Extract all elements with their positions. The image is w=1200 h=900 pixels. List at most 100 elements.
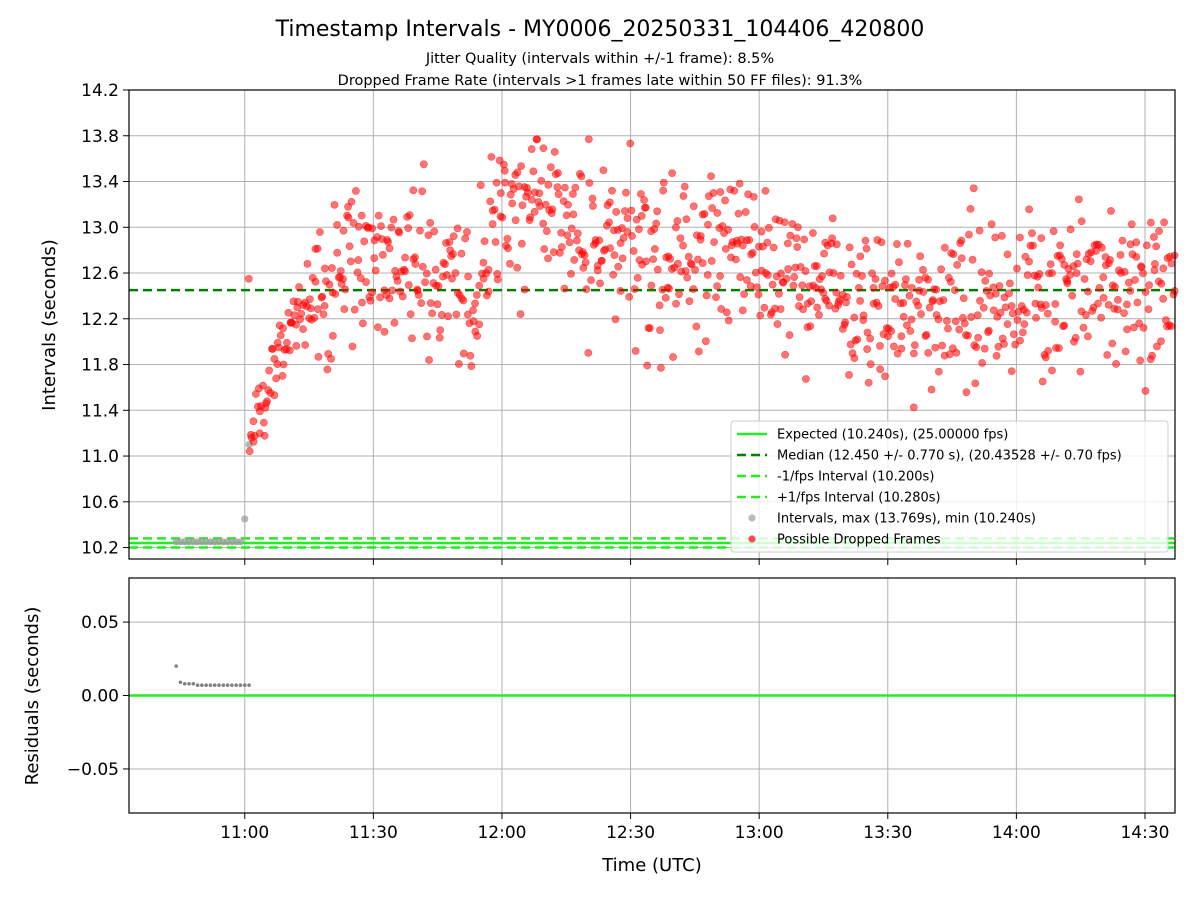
dropped-frame-point-570 <box>832 288 841 297</box>
dropped-frame-point-788 <box>1056 241 1065 250</box>
dropped-frame-point-333 <box>588 194 597 203</box>
x-tick-label-5: 13:30 <box>863 823 912 843</box>
dropped-frame-point-193 <box>444 312 452 321</box>
dropped-frame-point-319 <box>573 229 582 238</box>
dropped-frame-point-702 <box>968 255 977 264</box>
dropped-frame-point-94 <box>341 285 350 294</box>
dropped-frame-point-74 <box>320 264 329 273</box>
dropped-frame-point-439 <box>696 235 705 244</box>
dropped-frame-point-644 <box>908 284 916 292</box>
dropped-frame-point-638 <box>901 275 910 284</box>
dropped-frame-point-125 <box>373 323 382 332</box>
legend-label-0: Expected (10.240s), (25.00000 fps) <box>777 428 1008 443</box>
dropped-frame-point-297 <box>550 147 559 156</box>
dropped-frame-point-103 <box>350 305 359 314</box>
dropped-frame-point-646 <box>909 403 918 412</box>
dropped-frame-point-871 <box>1141 288 1150 296</box>
dropped-frame-point-558 <box>820 249 829 258</box>
dropped-frame-point-349 <box>605 218 613 227</box>
dropped-frame-point-174 <box>424 231 433 240</box>
dropped-frame-point-706 <box>972 343 981 352</box>
dropped-frame-point-837 <box>1107 207 1115 215</box>
dropped-frame-point-449 <box>707 257 716 265</box>
dropped-frame-point-223 <box>475 281 484 290</box>
dropped-frame-point-455 <box>713 209 722 217</box>
dropped-frame-point-567 <box>828 214 837 223</box>
dropped-frame-point-217 <box>469 306 477 315</box>
dropped-frame-point-812 <box>1082 311 1090 319</box>
legend-label-4: Intervals, max (13.769s), min (10.240s) <box>777 512 1036 527</box>
dropped-frame-point-326 <box>580 251 589 260</box>
dropped-frame-point-280 <box>533 135 542 144</box>
dropped-frame-point-811 <box>1080 275 1089 283</box>
dropped-frame-point-355 <box>610 251 619 260</box>
interval-point-16 <box>241 515 249 523</box>
dropped-frame-point-774 <box>1041 353 1050 362</box>
dropped-frame-point-700 <box>966 204 975 213</box>
dropped-frame-point-312 <box>567 269 575 278</box>
dropped-frame-point-539 <box>800 235 809 244</box>
dropped-frame-point-290 <box>544 254 552 263</box>
dropped-frame-point-887 <box>1159 294 1168 303</box>
dropped-frame-point-368 <box>623 214 632 223</box>
dropped-frame-point-137 <box>385 294 394 303</box>
dropped-frame-point-362 <box>617 224 626 232</box>
dropped-frame-point-524 <box>784 265 793 273</box>
dropped-frame-point-121 <box>370 254 379 263</box>
dropped-frame-point-304 <box>557 243 566 251</box>
dropped-frame-point-20 <box>265 366 274 375</box>
dropped-frame-point-595 <box>858 272 866 280</box>
dropped-frame-point-517 <box>777 269 785 278</box>
dropped-frame-point-605 <box>868 269 876 278</box>
dropped-frame-point-359 <box>614 262 623 271</box>
dropped-frame-point-741 <box>1007 302 1016 310</box>
dropped-frame-point-83 <box>330 200 339 209</box>
top-y-tick-label-5: 12.2 <box>81 310 119 330</box>
top-y-axis-label: Intervals (seconds) <box>39 239 60 411</box>
dropped-frame-point-587 <box>850 313 859 322</box>
dropped-frame-point-814 <box>1084 287 1092 296</box>
dropped-frame-point-242 <box>493 275 502 284</box>
dropped-frame-point-23 <box>268 344 277 353</box>
dropped-frame-point-764 <box>1032 313 1040 322</box>
dropped-frame-point-698 <box>964 331 972 340</box>
dropped-frame-point-421 <box>679 241 687 250</box>
dropped-frame-point-799 <box>1068 291 1077 300</box>
dropped-frame-point-606 <box>869 283 878 292</box>
dropped-frame-point-503 <box>763 238 772 247</box>
dropped-frame-point-443 <box>701 337 710 346</box>
dropped-frame-point-285 <box>539 219 548 228</box>
dropped-frame-point-108 <box>356 274 365 283</box>
dropped-frame-point-514 <box>774 289 783 298</box>
dropped-frame-point-476 <box>735 179 744 188</box>
dropped-frame-point-533 <box>793 223 802 232</box>
dropped-frame-point-685 <box>950 286 959 295</box>
dropped-frame-point-541 <box>801 375 810 383</box>
dropped-frame-point-853 <box>1123 325 1131 334</box>
dropped-frame-point-575 <box>836 271 845 280</box>
dropped-frame-point-631 <box>895 258 903 267</box>
dropped-frame-point-210 <box>461 234 470 243</box>
dropped-frame-point-208 <box>459 296 468 305</box>
dropped-frame-point-863 <box>1133 298 1142 307</box>
dropped-frame-point-695 <box>960 319 969 328</box>
dropped-frame-point-453 <box>712 293 720 302</box>
dropped-frame-point-60 <box>306 304 315 313</box>
dropped-frame-point-502 <box>761 186 770 195</box>
dropped-frame-point-675 <box>940 243 949 252</box>
dropped-frame-point-397 <box>653 265 662 274</box>
dropped-frame-point-263 <box>516 310 525 319</box>
dropped-frame-point-497 <box>757 227 766 236</box>
dropped-frame-point-806 <box>1074 195 1083 204</box>
dropped-frame-point-636 <box>899 312 908 321</box>
dropped-frame-point-597 <box>859 311 868 320</box>
dropped-frame-point-276 <box>529 167 538 176</box>
dropped-frame-point-199 <box>449 232 458 241</box>
dropped-frame-point-779 <box>1048 366 1056 375</box>
dropped-frame-point-472 <box>731 255 740 264</box>
dropped-frame-point-178 <box>428 309 437 318</box>
dropped-frame-point-274 <box>527 195 536 204</box>
dropped-frame-point-46 <box>292 342 301 350</box>
dropped-frame-point-109 <box>357 211 366 220</box>
